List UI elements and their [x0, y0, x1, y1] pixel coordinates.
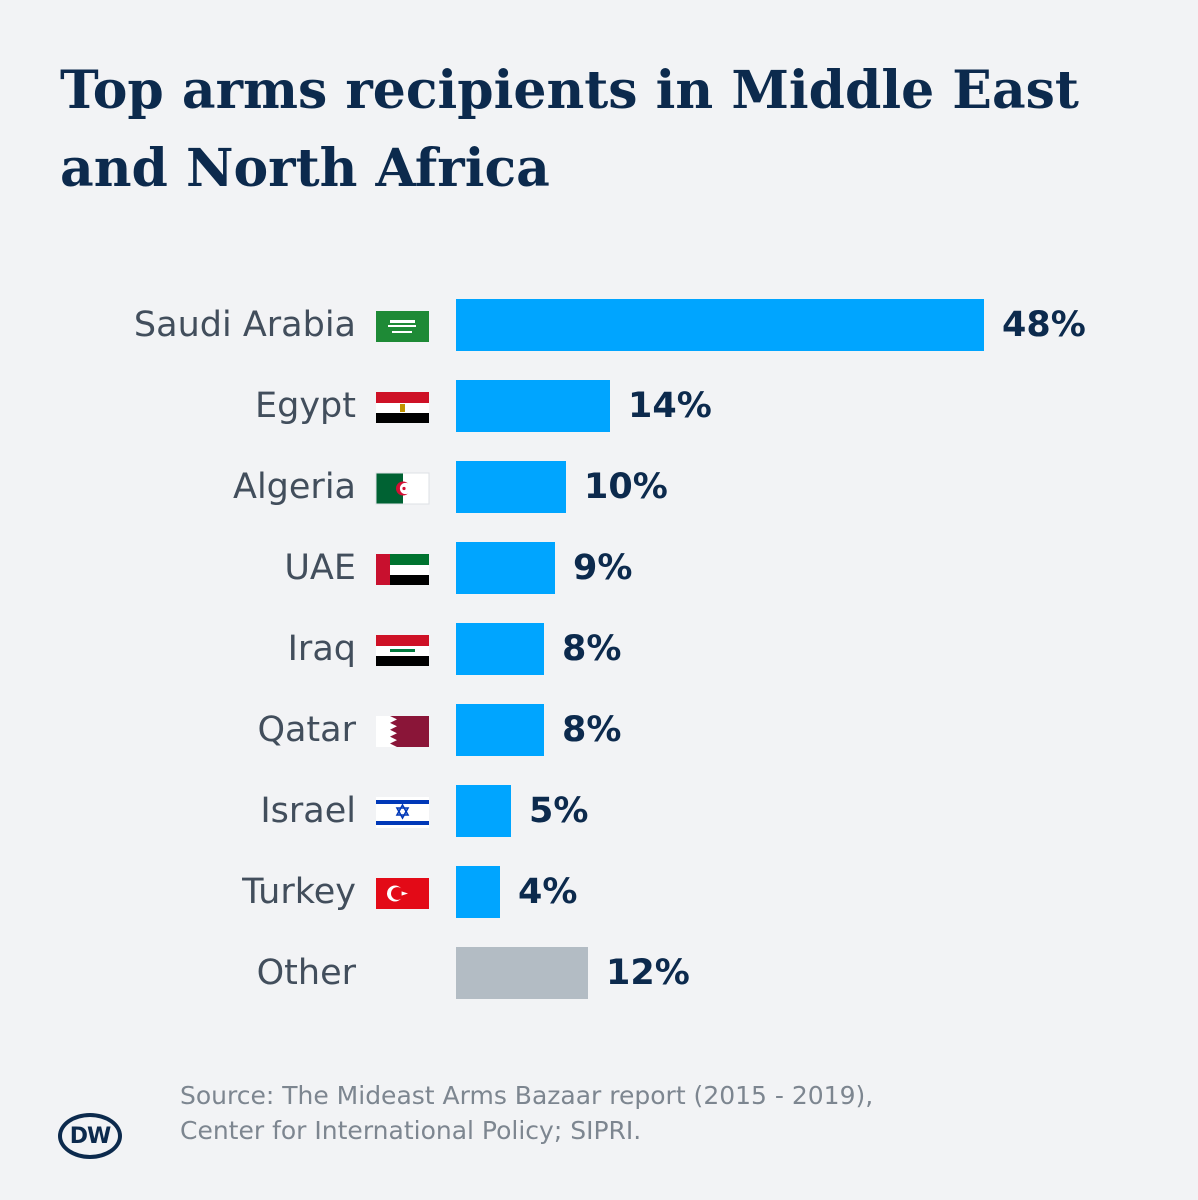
data-label: 5%: [529, 791, 588, 831]
bar: [456, 704, 544, 756]
bar: [456, 299, 984, 351]
bar: [456, 380, 610, 432]
iraq-flag-icon: [376, 635, 429, 666]
category-label: Algeria: [233, 467, 356, 507]
category-label: Egypt: [255, 386, 356, 426]
egypt-flag-icon: [376, 392, 429, 423]
data-label: 48%: [1002, 305, 1086, 345]
source-note: Source: The Mideast Arms Bazaar report (…: [180, 1078, 873, 1148]
data-label: 8%: [562, 629, 621, 669]
qatar-flag-icon: [376, 716, 429, 747]
category-label: Other: [257, 953, 357, 993]
category-label: UAE: [284, 548, 356, 588]
bar: [456, 785, 511, 837]
saudi-arabia-flag-icon: [376, 311, 429, 342]
category-label: Israel: [260, 791, 356, 831]
source-line: Center for International Policy; SIPRI.: [180, 1116, 642, 1145]
data-label: 14%: [628, 386, 712, 426]
data-label: 4%: [518, 872, 577, 912]
data-label: 10%: [584, 467, 668, 507]
uae-flag-icon: [376, 554, 429, 585]
category-label: Iraq: [288, 629, 356, 669]
bar: [456, 866, 500, 918]
bar: [456, 623, 544, 675]
bar: [456, 542, 555, 594]
data-label: 9%: [573, 548, 632, 588]
data-label: 12%: [606, 953, 690, 993]
bar: [456, 947, 588, 999]
bar: [456, 461, 566, 513]
algeria-flag-icon: [375, 472, 430, 505]
bar-chart: Saudi Arabia 48% Egypt 14% Algeria 10% UAE 9% Ir…: [134, 299, 1086, 999]
data-label: 8%: [562, 710, 621, 750]
category-label: Saudi Arabia: [134, 305, 356, 345]
source-line: Source: The Mideast Arms Bazaar report (…: [180, 1081, 874, 1110]
turkey-flag-icon: [376, 878, 429, 909]
category-label: Turkey: [241, 872, 356, 912]
chart-title: Top arms recipients in Middle East and N…: [60, 60, 1079, 199]
israel-flag-icon: [376, 797, 429, 828]
category-label: Qatar: [257, 710, 356, 750]
dw-logo: DW: [58, 1113, 122, 1159]
